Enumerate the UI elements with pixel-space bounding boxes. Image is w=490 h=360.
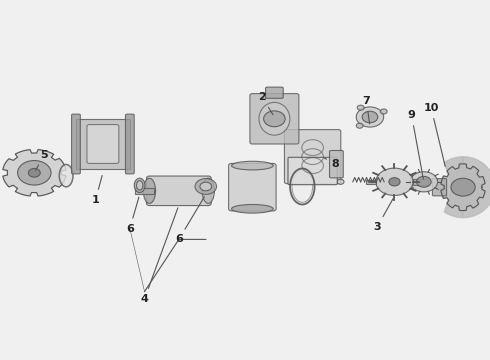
FancyBboxPatch shape — [266, 87, 283, 98]
Ellipse shape — [134, 178, 145, 193]
Ellipse shape — [59, 165, 73, 187]
Circle shape — [337, 179, 344, 184]
Text: 8: 8 — [324, 158, 340, 169]
Bar — [135, 188, 154, 194]
Circle shape — [380, 109, 387, 114]
FancyBboxPatch shape — [125, 114, 134, 174]
Polygon shape — [444, 157, 490, 217]
FancyBboxPatch shape — [228, 163, 276, 211]
Circle shape — [376, 168, 413, 195]
Circle shape — [195, 179, 217, 194]
Circle shape — [200, 182, 212, 191]
Polygon shape — [441, 164, 485, 211]
FancyBboxPatch shape — [250, 94, 299, 144]
FancyBboxPatch shape — [288, 157, 337, 185]
Circle shape — [356, 107, 384, 127]
Circle shape — [18, 161, 51, 185]
Ellipse shape — [136, 181, 143, 190]
Circle shape — [28, 168, 40, 177]
Ellipse shape — [232, 204, 273, 213]
Bar — [76, 119, 130, 169]
Text: 2: 2 — [258, 92, 273, 114]
FancyBboxPatch shape — [87, 125, 119, 163]
Circle shape — [451, 178, 475, 196]
Circle shape — [416, 176, 431, 187]
Bar — [366, 180, 376, 184]
Text: 7: 7 — [363, 96, 370, 124]
Text: 4: 4 — [141, 208, 178, 304]
Text: 10: 10 — [423, 103, 445, 166]
Ellipse shape — [232, 161, 273, 170]
Ellipse shape — [259, 102, 290, 135]
Ellipse shape — [292, 171, 313, 202]
FancyBboxPatch shape — [284, 130, 341, 184]
FancyBboxPatch shape — [147, 176, 211, 206]
Polygon shape — [3, 150, 66, 196]
Bar — [413, 179, 428, 185]
Text: 9: 9 — [408, 110, 423, 179]
Circle shape — [362, 111, 378, 123]
FancyBboxPatch shape — [72, 114, 80, 174]
Circle shape — [357, 105, 364, 110]
Ellipse shape — [202, 178, 215, 203]
Circle shape — [356, 123, 363, 128]
Text: 1: 1 — [92, 175, 102, 205]
Text: 6: 6 — [126, 197, 139, 234]
Circle shape — [264, 111, 285, 127]
Circle shape — [410, 172, 438, 192]
FancyBboxPatch shape — [329, 150, 343, 178]
Text: 3: 3 — [373, 199, 393, 232]
Circle shape — [389, 178, 400, 186]
Text: 6: 6 — [175, 197, 204, 244]
Text: 5: 5 — [36, 150, 48, 170]
FancyBboxPatch shape — [432, 179, 447, 196]
Ellipse shape — [143, 178, 156, 203]
